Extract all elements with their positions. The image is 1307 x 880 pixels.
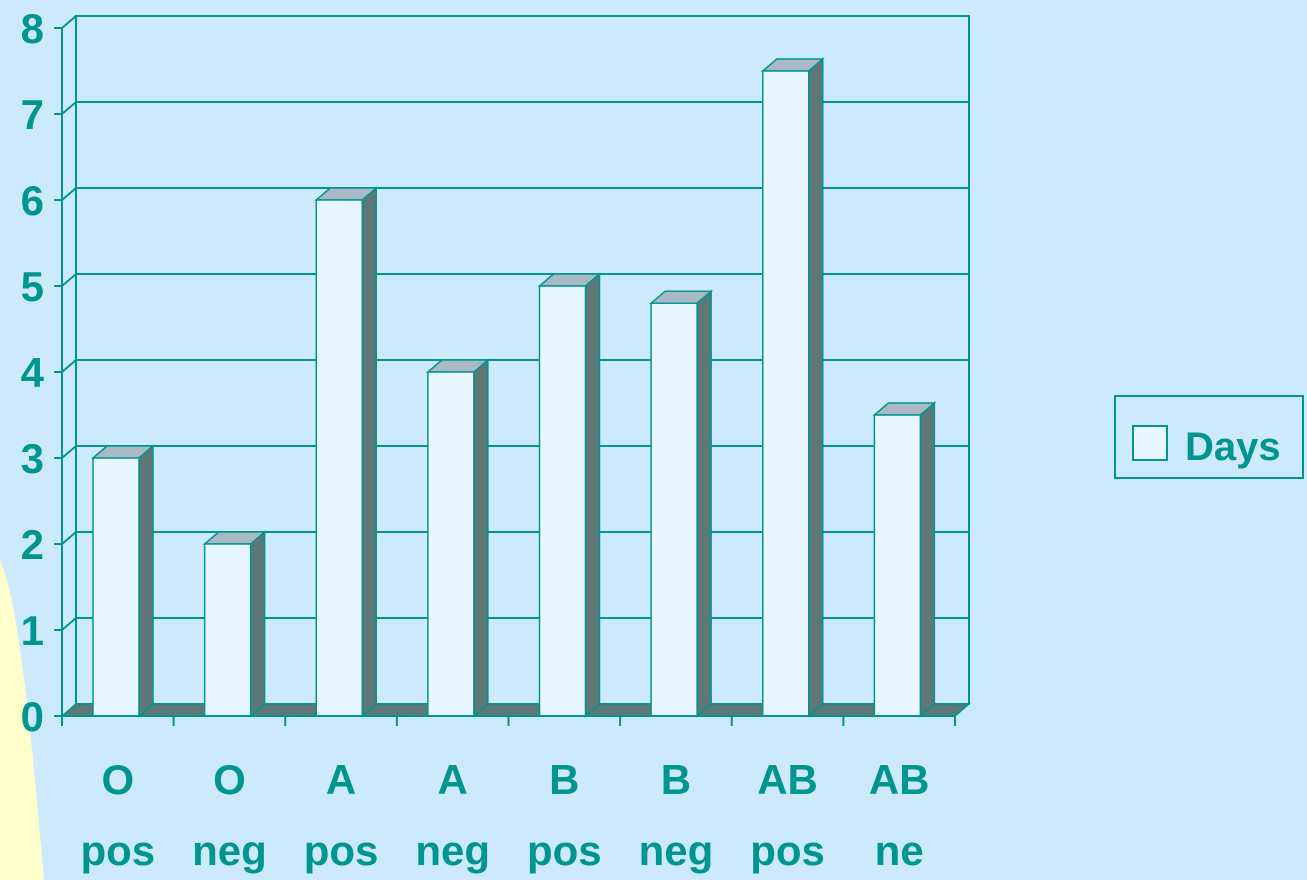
y-tick-label: 8 [21,5,44,52]
x-tick-label: pos [527,827,602,874]
bar-side [696,289,712,718]
y-tick-label: 5 [21,263,44,310]
x-tick-label: neg [192,827,267,874]
grid-line-depth [61,101,77,115]
y-axis: 0 1 2 3 4 5 6 7 8 [21,5,63,740]
y-tick-label: 7 [21,91,44,138]
x-tick-label: pos [304,827,379,874]
bar [538,285,587,717]
y-tick-label: 1 [21,607,44,654]
bars [90,57,937,718]
grid-line-depth [61,273,77,287]
bar-side [584,272,601,718]
decorative-background-shape [0,560,44,880]
y-tick-label: 2 [21,521,44,568]
y-tick-label: 4 [21,349,45,396]
bar [315,199,363,717]
x-tick-label: pos [80,827,155,874]
bar-side [249,530,266,718]
x-tick-label: AB [757,756,818,803]
x-tick-label: B [549,756,579,803]
bar-side [361,186,377,718]
x-tick-label: A [326,756,356,803]
bar [762,70,810,717]
x-tick-label: ne [875,827,924,874]
legend-label: Days [1185,425,1281,469]
chart-floor-surface [59,703,972,717]
x-tick-label: O [101,756,134,803]
x-tick-label: B [661,756,691,803]
bar-side [138,444,154,718]
y-tick-label: 6 [21,177,44,224]
bar [650,302,698,717]
legend-swatch [1132,425,1168,461]
grid-line-depth [61,531,77,545]
bar [203,543,252,717]
bar-side [473,358,489,718]
y-tick-label: 3 [21,435,44,482]
bar-side [919,401,936,718]
bar [873,414,922,717]
grid-line-depth [61,359,77,373]
bar [92,457,140,717]
x-tick-label: O [213,756,246,803]
grid-line-depth [61,445,77,459]
x-tick-label: neg [415,827,490,874]
y-tick-label: 0 [21,693,44,740]
bar-side [808,57,824,718]
legend: Days [1114,395,1304,479]
grid-lines [61,15,969,631]
x-tick-label: neg [639,827,714,874]
x-tick-label: A [438,756,468,803]
grid-line-depth [61,15,77,29]
legend-box [1114,395,1304,479]
bar [427,371,475,717]
x-tick-label: AB [869,756,930,803]
grid-line-depth [61,617,77,631]
grid-line-depth [61,187,77,201]
chart-floor [59,703,972,717]
x-tick-label: pos [750,827,825,874]
